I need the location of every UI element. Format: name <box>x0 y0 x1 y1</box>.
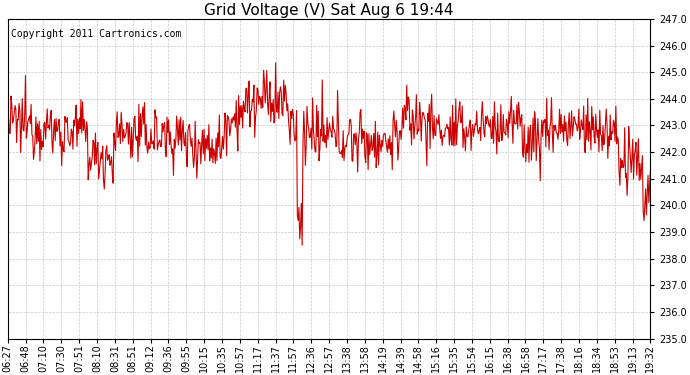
Title: Grid Voltage (V) Sat Aug 6 19:44: Grid Voltage (V) Sat Aug 6 19:44 <box>204 3 454 18</box>
Text: Copyright 2011 Cartronics.com: Copyright 2011 Cartronics.com <box>11 28 181 39</box>
